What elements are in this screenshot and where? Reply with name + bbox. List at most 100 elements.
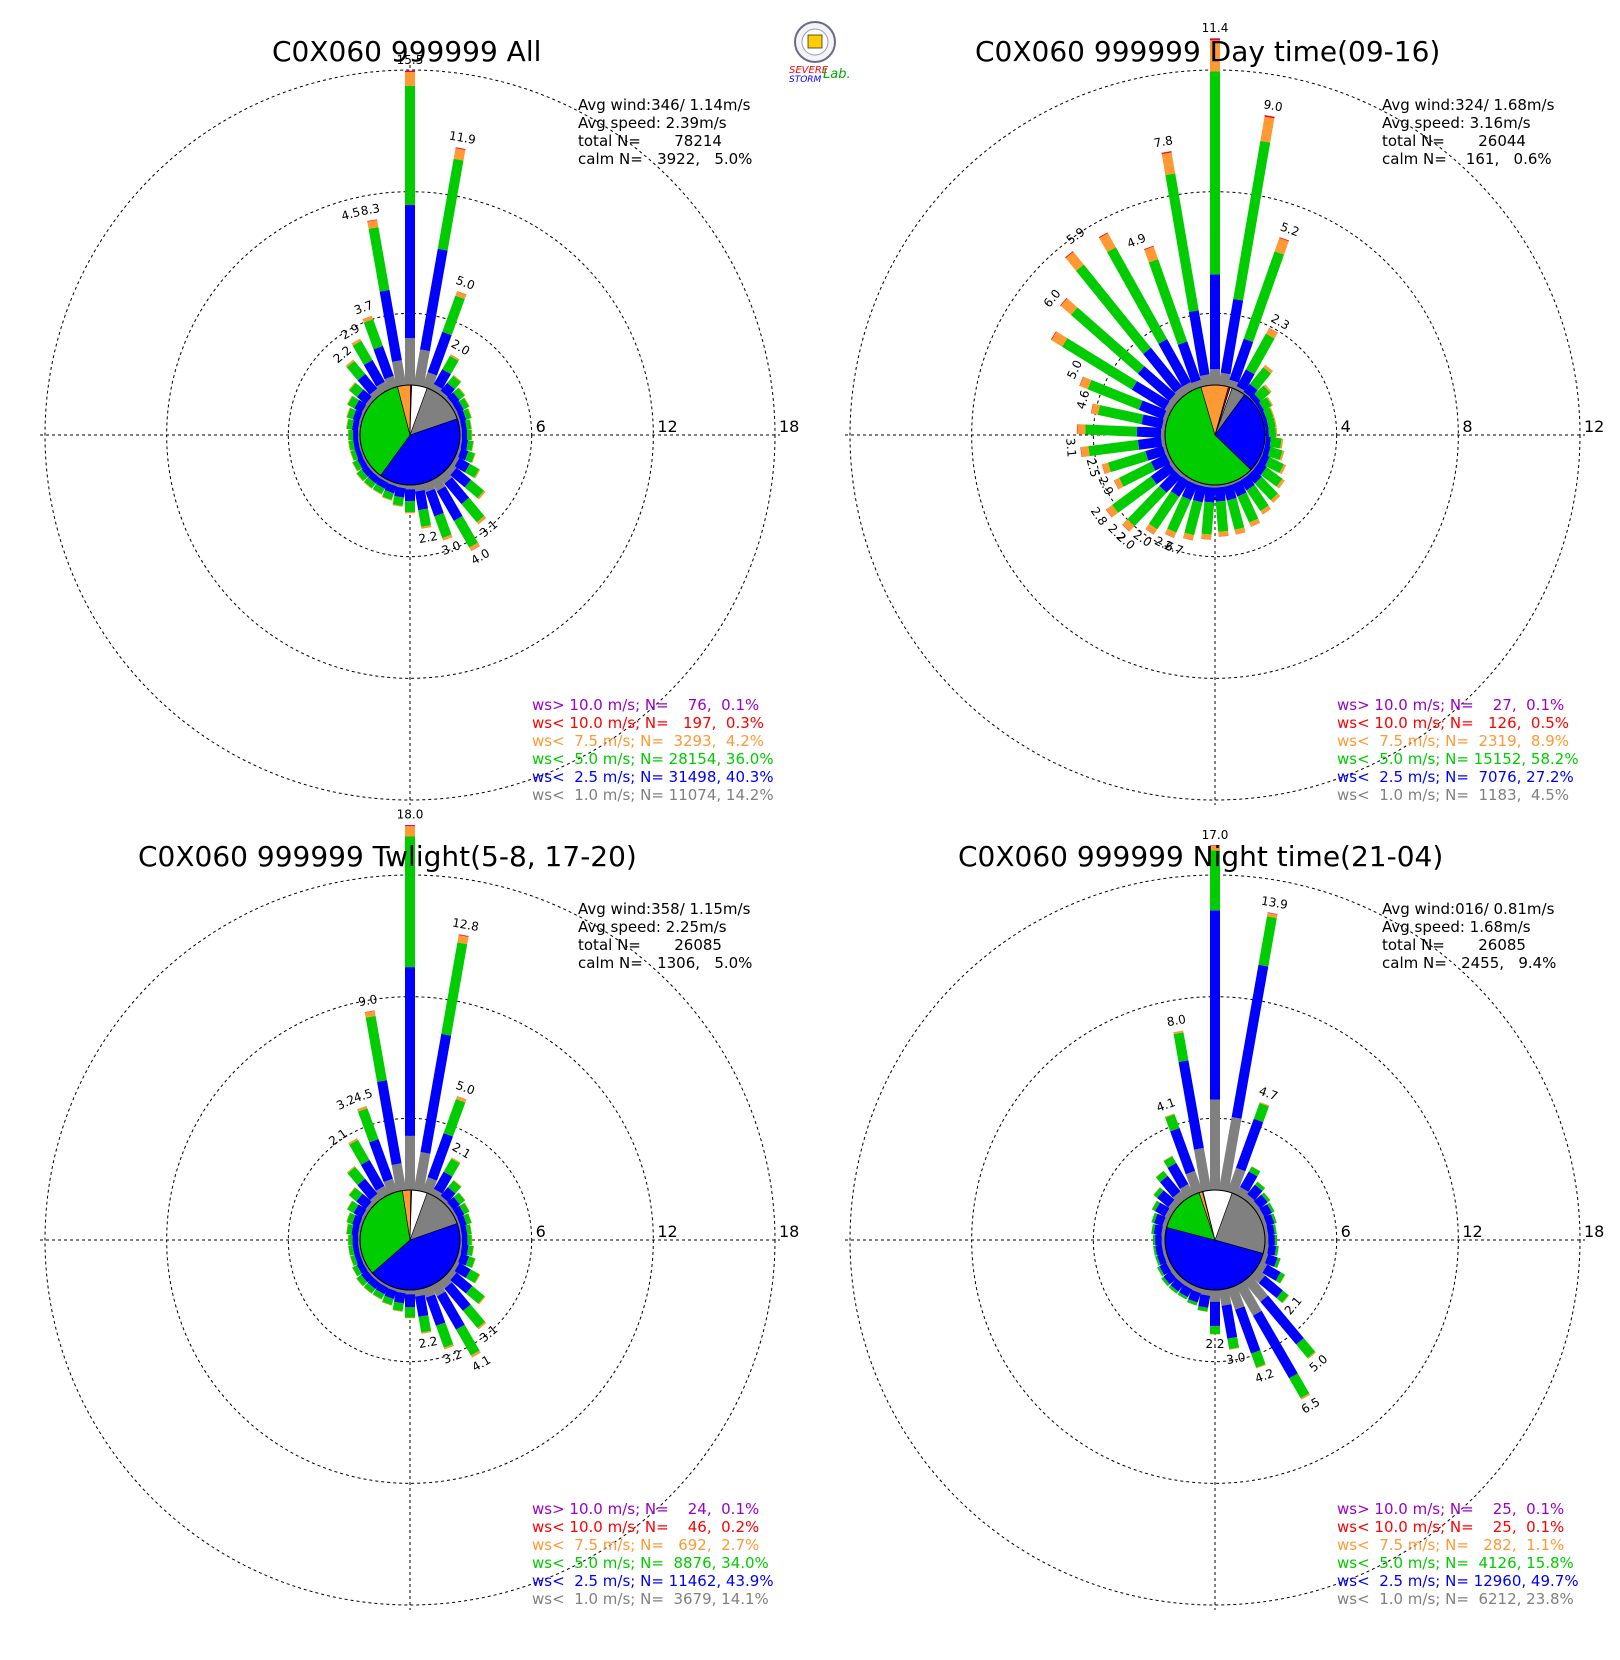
wind-bar-segment	[1264, 436, 1272, 448]
wind-bar	[1235, 327, 1278, 394]
wind-bar	[1238, 473, 1271, 515]
wind-bar-segment	[1164, 401, 1176, 414]
wind-bar-segment	[453, 148, 466, 161]
wind-bar-segment	[387, 480, 398, 487]
wind-bar-segment	[447, 392, 460, 405]
wind-bar	[450, 1202, 470, 1220]
wind-bar-segment	[1145, 528, 1154, 535]
bar-value-label: 5.0	[454, 1078, 477, 1098]
wind-bar-segment	[455, 291, 467, 300]
wind-bar	[1079, 376, 1171, 421]
windrose-panel-1: 6 12 1815.511.95.02.03.14.03.02.22.22.93.7…	[40, 53, 799, 805]
wind-bar-segment	[1164, 528, 1177, 538]
wind-bar	[345, 359, 382, 400]
wind-bar-segment	[1188, 478, 1199, 486]
bar-value-label: 8.0	[1166, 1012, 1187, 1029]
wind-bar-segment	[1280, 438, 1284, 449]
wind-bar-segment	[450, 1260, 460, 1272]
wind-bar-segment	[1267, 912, 1278, 919]
wind-bar-segment	[1155, 1244, 1164, 1256]
wind-bar	[458, 1224, 473, 1237]
wind-bar	[346, 407, 365, 423]
wind-bar-segment	[440, 382, 455, 398]
bar-value-label: 3.0	[1225, 1350, 1246, 1367]
wind-bar-segment	[421, 1330, 432, 1334]
wind-bar-segment	[455, 147, 466, 150]
wind-bar-segment	[456, 1324, 480, 1356]
legend-entry: ws> 10.0 m/s; N= 25, 0.1%	[1337, 1500, 1565, 1518]
wind-bar-segment	[447, 1196, 461, 1210]
wind-bar-segment	[368, 227, 390, 292]
wind-bar	[1201, 484, 1216, 540]
wind-bar-segment	[1268, 327, 1278, 334]
ring-label: 4	[1341, 417, 1351, 436]
wind-bar-segment	[471, 1258, 476, 1269]
wind-bar-segment	[456, 291, 467, 295]
stats-line: Avg speed: 2.39m/s	[578, 114, 727, 132]
stats-line: total N= 78214	[578, 132, 722, 150]
wind-bar	[347, 430, 360, 440]
wind-bar	[346, 395, 370, 415]
wind-bar-segment	[1274, 1235, 1277, 1245]
bar-value-label: 12.8	[451, 916, 480, 934]
wind-bar-segment	[418, 508, 431, 527]
wind-bar-segment	[1155, 1235, 1162, 1245]
wind-bar-segment	[1238, 473, 1249, 481]
grid-ring	[1092, 1117, 1338, 1363]
wind-bar-segment	[455, 1252, 462, 1263]
wind-bar-segment	[1060, 298, 1078, 315]
wind-bar-segment	[443, 1158, 460, 1177]
wind-bar-segment	[1174, 467, 1185, 478]
wind-bar-segment	[1183, 1280, 1195, 1290]
wind-bar-segment	[359, 447, 365, 458]
wind-bar-segment	[458, 397, 470, 410]
wind-bar	[392, 1288, 407, 1313]
wind-bar-segment	[458, 387, 466, 396]
wind-bar-segment	[1259, 1101, 1270, 1107]
wind-bar-segment	[1106, 504, 1119, 518]
wind-bar-segment	[1260, 1295, 1304, 1345]
wind-bar-segment	[469, 542, 480, 551]
wind-bar-segment	[1199, 374, 1212, 387]
wind-bar-segment	[1181, 473, 1192, 482]
wind-bar	[405, 485, 415, 514]
wind-bar-segment	[360, 1159, 385, 1191]
wind-bar-segment	[1179, 1284, 1193, 1298]
wind-bar-segment	[420, 248, 448, 352]
wind-bar	[438, 374, 462, 400]
wind-bar-segment	[455, 447, 462, 458]
wind-bar-segment	[373, 345, 394, 380]
wind-bar-segment	[1165, 453, 1173, 464]
wind-bar-segment	[1088, 439, 1140, 457]
wind-bar-segment	[430, 1280, 446, 1297]
wind-bar-segment	[1099, 233, 1116, 253]
wind-bar-segment	[1137, 436, 1163, 450]
pie-outline	[359, 1189, 461, 1291]
wind-bar-segment	[461, 1235, 468, 1245]
legend-entry: ws< 1.0 m/s; N= 11074, 14.2%	[532, 786, 774, 804]
wind-bar-segment	[1235, 1306, 1261, 1354]
wind-bar-segment	[372, 1294, 382, 1300]
wind-bar-segment	[351, 419, 360, 431]
wind-bar-segment	[405, 1294, 415, 1308]
wind-bar	[1257, 453, 1287, 475]
wind-bar	[1186, 1285, 1203, 1306]
wind-bar-segment	[445, 397, 454, 407]
wind-bar-segment	[1258, 453, 1270, 466]
wind-bar-segment	[444, 477, 470, 505]
wind-bar-segment	[1165, 173, 1199, 312]
wind-bar-segment	[348, 1187, 363, 1202]
wind-bar	[1177, 1280, 1195, 1300]
bar-value-label: 7.8	[1153, 133, 1174, 150]
wind-bar	[1260, 1213, 1277, 1228]
wind-bar-segment	[1155, 1170, 1164, 1178]
wind-bar-segment	[392, 1301, 404, 1312]
wind-bar	[450, 1260, 481, 1284]
wind-bar	[458, 438, 475, 452]
wind-bar-segment	[346, 1224, 354, 1235]
wind-bar-segment	[1263, 384, 1272, 393]
wind-bar	[1153, 1235, 1165, 1245]
wind-bar-segment	[1266, 396, 1274, 406]
wind-bar-segment	[1258, 916, 1277, 967]
wind-bar-segment	[1276, 478, 1285, 489]
